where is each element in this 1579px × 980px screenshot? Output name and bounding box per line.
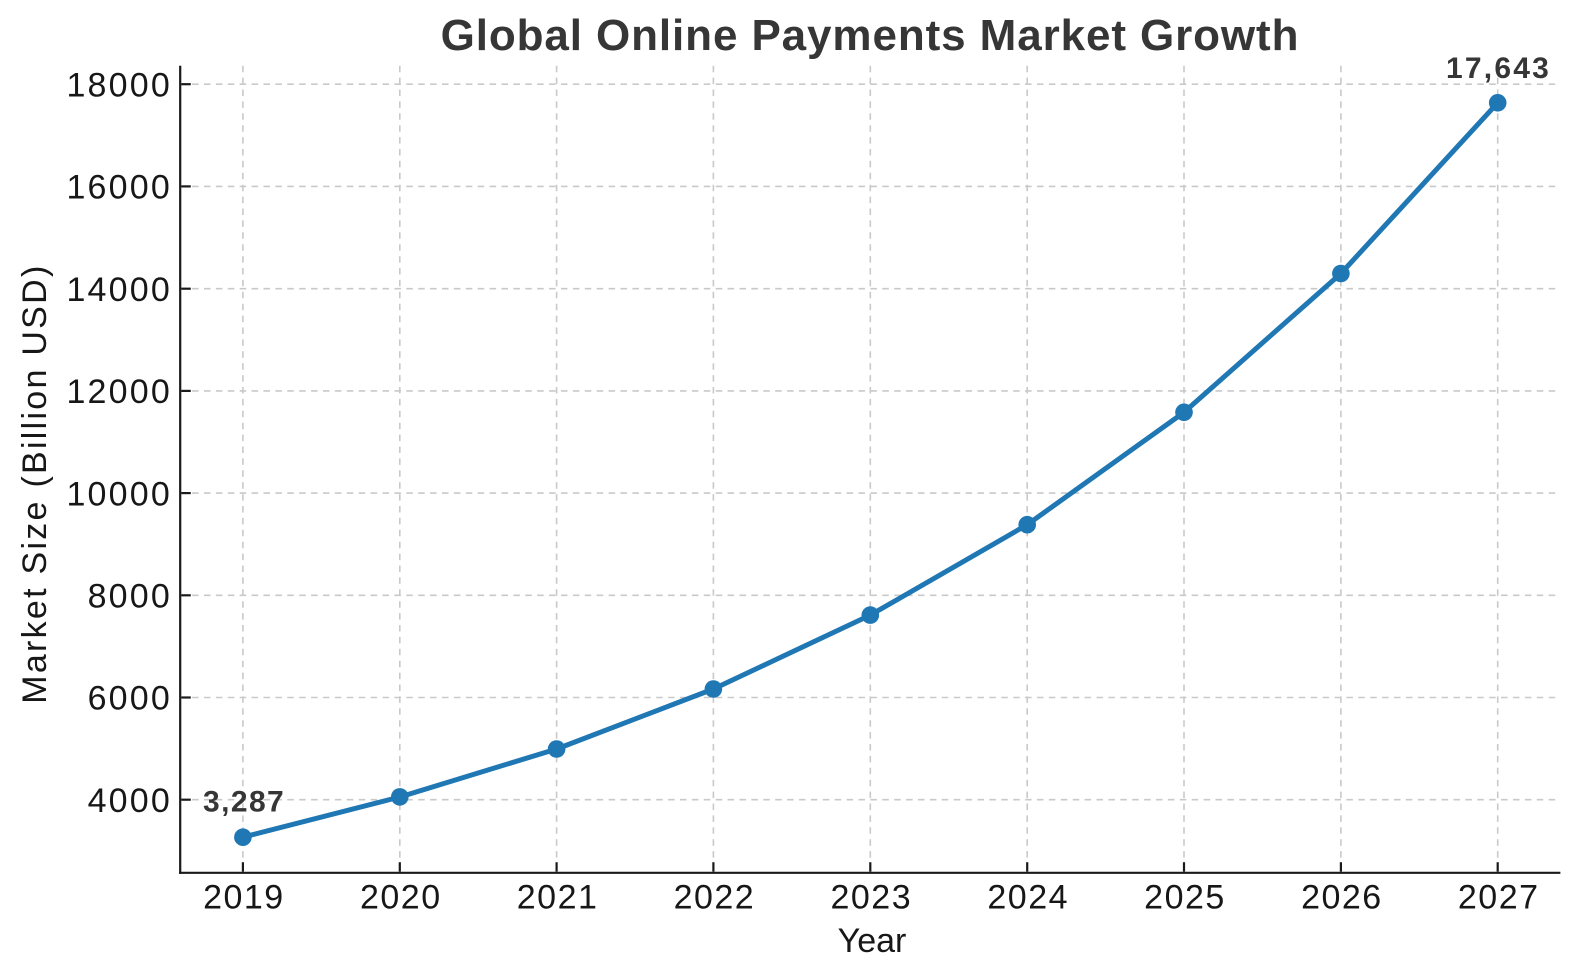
svg-text:2020: 2020 [360,879,442,917]
svg-text:2026: 2026 [1301,879,1383,917]
svg-text:2025: 2025 [1144,879,1226,917]
svg-text:2023: 2023 [830,879,912,917]
svg-text:10000: 10000 [66,475,172,513]
svg-text:14000: 14000 [66,271,172,309]
svg-text:2019: 2019 [203,879,285,917]
svg-text:Year: Year [838,922,907,960]
svg-text:18000: 18000 [66,66,172,104]
svg-text:17,643: 17,643 [1446,52,1551,85]
svg-text:12000: 12000 [66,373,172,411]
svg-text:2022: 2022 [674,879,756,917]
svg-text:2027: 2027 [1458,879,1540,917]
svg-text:3,287: 3,287 [203,786,285,819]
svg-text:16000: 16000 [66,169,172,207]
svg-text:6000: 6000 [88,680,172,718]
svg-text:Market Size (Billion USD): Market Size (Billion USD) [16,263,54,703]
svg-text:Global Online Payments Market: Global Online Payments Market Growth [441,11,1300,60]
svg-text:8000: 8000 [88,578,172,616]
svg-text:2021: 2021 [517,879,599,917]
svg-text:2024: 2024 [987,879,1069,917]
svg-text:4000: 4000 [88,782,172,820]
